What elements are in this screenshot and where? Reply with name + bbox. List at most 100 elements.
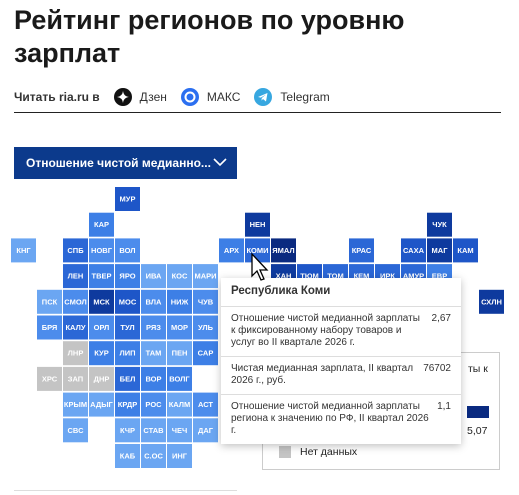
tooltip: Республика Коми Отношение чистой медианн… bbox=[221, 278, 461, 444]
dzen-icon bbox=[113, 88, 132, 106]
region-tile bbox=[167, 444, 192, 468]
tile-label: КНГ bbox=[16, 246, 31, 255]
tile-label: КОМИ bbox=[246, 246, 268, 255]
tile-label: МОР bbox=[171, 323, 188, 332]
tile-label: НОВГ bbox=[91, 246, 113, 255]
no-data-label: Нет данных bbox=[300, 446, 358, 458]
tile-label: НИЖ bbox=[171, 297, 189, 306]
tile-label: АМУР bbox=[403, 272, 424, 281]
region-tile bbox=[89, 264, 114, 289]
tile-label: ИРК bbox=[380, 272, 395, 281]
tile-label: СВС bbox=[68, 426, 85, 435]
tile-label: КРЫМ bbox=[64, 400, 87, 409]
region-tile bbox=[141, 418, 166, 443]
tile-label: ОРЛ bbox=[94, 323, 110, 332]
region-tile bbox=[141, 264, 166, 289]
tooltip-row: Чистая медианная зарплата, II квартал 20… bbox=[221, 357, 461, 395]
tile-label: КУР bbox=[94, 349, 108, 358]
tile-label: МАГ bbox=[432, 246, 449, 255]
tile-label: АРХ bbox=[224, 246, 239, 255]
tile-label: ТЮМ bbox=[300, 272, 319, 281]
region-tile bbox=[89, 366, 114, 391]
legend-swatch bbox=[467, 406, 489, 418]
region-tile bbox=[141, 315, 166, 340]
region-tile bbox=[89, 238, 114, 263]
tile-label: ЯМАЛ bbox=[272, 246, 294, 255]
tile-label: ТОМ bbox=[327, 272, 343, 281]
tile-label: ЯРО bbox=[119, 272, 135, 281]
tile-label: ЛЕН bbox=[68, 272, 84, 281]
tile-label: АДЫГ bbox=[90, 400, 113, 409]
tile-label: САР bbox=[198, 349, 214, 358]
tile-label: НЕН bbox=[250, 220, 266, 229]
region-tile bbox=[89, 392, 114, 417]
region-tile bbox=[115, 418, 140, 443]
divider bbox=[14, 112, 501, 113]
tile-label: МАРИ bbox=[194, 272, 216, 281]
row-value: 1,1 bbox=[437, 401, 451, 412]
tile-label: ЧУВ bbox=[198, 297, 214, 306]
tile-label: ЛИП bbox=[119, 349, 135, 358]
tile-label: КАМ bbox=[457, 246, 473, 255]
link-text: Telegram bbox=[280, 90, 330, 104]
region-tile bbox=[401, 238, 426, 263]
region-tile bbox=[89, 315, 114, 340]
row-label: Чистая медианная зарплата, II квартал 20… bbox=[231, 363, 414, 386]
tile-label: ПЕН bbox=[172, 349, 188, 358]
region-tile bbox=[245, 212, 270, 237]
region-tile bbox=[115, 187, 140, 211]
tile-label: МУР bbox=[120, 194, 136, 203]
region-tile bbox=[115, 392, 140, 417]
region-tile bbox=[141, 392, 166, 417]
tile-label: КАР bbox=[94, 220, 109, 229]
tile-label: КАБ bbox=[120, 451, 136, 460]
region-tile bbox=[37, 366, 62, 391]
tile-label: ЧУК bbox=[432, 220, 447, 229]
region-tile bbox=[115, 366, 140, 391]
tile-label: САХА bbox=[403, 246, 425, 255]
share-bar: Читать ria.ru в Дзен МАКС Telegram bbox=[14, 86, 330, 108]
region-tile bbox=[89, 212, 114, 237]
tile-label: ЧЕЧ bbox=[172, 426, 188, 435]
region-tile bbox=[115, 264, 140, 289]
tile-label: ИВА bbox=[146, 272, 162, 281]
maks-link[interactable]: МАКС bbox=[180, 88, 241, 106]
tile-label: ДАГ bbox=[198, 426, 214, 435]
region-tile bbox=[63, 238, 88, 263]
telegram-link[interactable]: Telegram bbox=[254, 88, 330, 106]
region-tile bbox=[63, 366, 88, 391]
region-tile bbox=[37, 315, 62, 340]
tile-label: ТВЕР bbox=[91, 272, 111, 281]
region-tile bbox=[167, 392, 192, 417]
region-tile bbox=[193, 315, 218, 340]
tile-label: ВОЛ bbox=[119, 246, 135, 255]
tile-label: УЛЬ bbox=[198, 323, 214, 332]
region-tile bbox=[141, 366, 166, 391]
tile-label: РЯЗ bbox=[146, 323, 161, 332]
tile-label: ВОР bbox=[145, 374, 161, 383]
no-data-swatch bbox=[279, 446, 291, 458]
tile-label: ВОЛГ bbox=[169, 374, 190, 383]
maks-icon bbox=[180, 88, 199, 106]
tile-label: СТАВ bbox=[143, 426, 164, 435]
indicator-dropdown[interactable]: Отношение чистой медианно... bbox=[14, 147, 237, 179]
tile-label: СХЛН bbox=[481, 297, 502, 306]
link-text: МАКС bbox=[206, 90, 241, 104]
region-tile bbox=[141, 289, 166, 314]
region-tile bbox=[115, 444, 140, 468]
region-tile bbox=[89, 341, 114, 366]
region-tile bbox=[63, 418, 88, 443]
region-tile bbox=[427, 212, 452, 237]
region-tile bbox=[219, 238, 244, 263]
tile-label: ПСК bbox=[42, 297, 58, 306]
tile-label: ВЛА bbox=[146, 297, 162, 306]
region-tile bbox=[453, 238, 478, 263]
dzen-link[interactable]: Дзен bbox=[113, 88, 167, 106]
region-tile bbox=[167, 264, 192, 289]
region-tile bbox=[115, 341, 140, 366]
read-in: Читать ria.ru в bbox=[14, 90, 100, 104]
legend-max: 5,07 bbox=[467, 425, 488, 437]
tooltip-row: Отношение чистой медианной зарплаты к фи… bbox=[221, 307, 461, 357]
tile-label: ЛНР bbox=[68, 349, 84, 358]
